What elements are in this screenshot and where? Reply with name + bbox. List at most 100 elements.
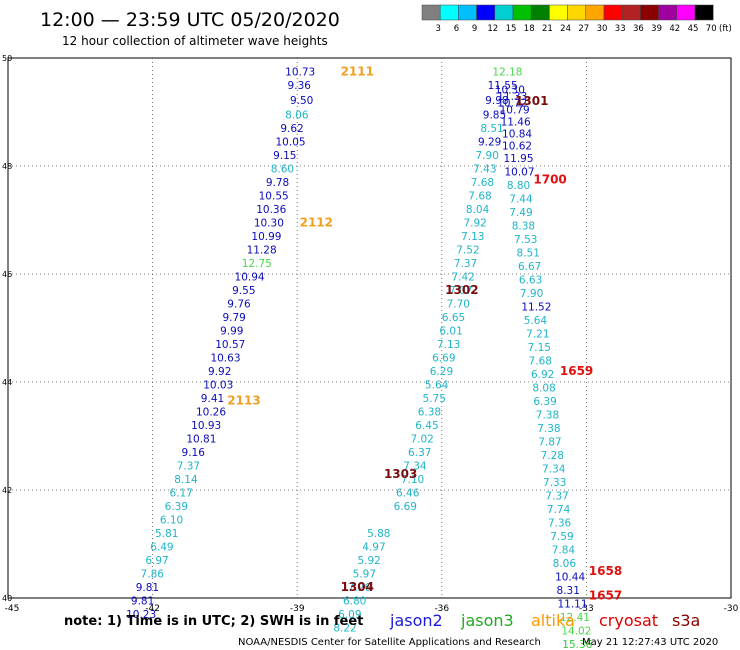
- wave-height-value: 10.72: [497, 97, 527, 109]
- legend-swatch: [676, 4, 696, 21]
- satellite-name: altika: [531, 611, 575, 630]
- satellite-name: jason3: [460, 611, 514, 630]
- wave-height-value: 10.30: [495, 84, 525, 96]
- legend-label: 33: [615, 24, 626, 34]
- wave-height-value: 9.78: [266, 177, 289, 189]
- wave-height-value: 9.81: [131, 596, 154, 608]
- x-tick-label: -39: [290, 604, 305, 614]
- wave-height-value: 6.69: [432, 353, 455, 365]
- satellite-legend: jason2 jason3 altika cryosat s3a: [389, 611, 700, 630]
- wave-height-value: 7.36: [548, 517, 572, 529]
- legend-swatch: [494, 4, 514, 21]
- color-scale-legend: 3 6 9 12 15 18 21 24 27 30 33 36 39 42 45 70 (ft): [421, 4, 732, 34]
- wave-height-value: 6.09: [338, 609, 361, 621]
- wave-height-value: 6.49: [150, 542, 173, 554]
- wave-height-value: 7.21: [526, 328, 549, 340]
- wave-height-value: 10.36: [256, 204, 286, 216]
- wave-height-value: 6.67: [518, 261, 541, 273]
- wave-height-value: 7.74: [547, 504, 571, 516]
- wave-height-value: 6.80: [343, 596, 366, 608]
- x-tick-label: -45: [5, 604, 20, 614]
- wave-height-value: 7.84: [552, 544, 576, 556]
- wave-height-value: 9.41: [201, 393, 224, 405]
- wave-height-value: 7.37: [177, 461, 200, 473]
- x-tick-label: -30: [724, 604, 739, 614]
- time-label: 1303: [384, 467, 417, 481]
- note-text: note: 1) Time is in UTC; 2) SWH is in fe…: [64, 614, 363, 629]
- wave-height-value: 5.64: [524, 315, 548, 327]
- wave-height-value: 6.39: [533, 396, 556, 408]
- wave-height-value: 6.63: [519, 274, 542, 286]
- wave-height-value: 10.23: [126, 609, 156, 621]
- time-label: 1304: [341, 580, 374, 594]
- wave-height-value: 12.41: [560, 612, 590, 624]
- time-label: 2112: [300, 216, 333, 230]
- wave-height-value: 6.45: [415, 420, 438, 432]
- legend-swatch: [439, 4, 459, 21]
- y-tick-label: 44: [2, 378, 12, 387]
- wave-height-value: 8.80: [507, 180, 530, 192]
- axis-ticks: -45 -42 -39 -36 -33 -30 40 42 44 46 48 50: [2, 54, 739, 614]
- time-label: 1700: [533, 173, 566, 187]
- wave-height-value: 5.97: [353, 569, 376, 581]
- wave-height-value: 11.28: [247, 245, 277, 257]
- wave-height-value: 6.29: [430, 366, 453, 378]
- wave-height-value: 6.97: [145, 555, 168, 567]
- wave-height-value: 10.62: [502, 140, 532, 152]
- legend-label: 9: [472, 24, 477, 34]
- wave-height-value: 7.68: [471, 177, 494, 189]
- footer-org: NOAA/NESDIS Center for Satellite Applica…: [238, 637, 541, 648]
- wave-height-value: 10.73: [285, 67, 315, 79]
- wave-height-value: 7.87: [538, 436, 561, 448]
- wave-height-value: 7.13: [461, 231, 484, 243]
- wave-height-value: 10.63: [210, 353, 240, 365]
- wave-height-value: 7.02: [410, 434, 433, 446]
- wave-height-value: 7.43: [473, 164, 496, 176]
- time-labels: 2111 2112 2113 1301 1302 1303 1304 1700 1659 1658…: [227, 65, 622, 603]
- wave-height-value: 8.31: [557, 585, 580, 597]
- wave-height-value: 11.55: [488, 80, 518, 92]
- wave-height-value: 7.38: [537, 423, 560, 435]
- legend-swatch: [585, 4, 605, 21]
- wave-height-value: 9.99: [220, 326, 243, 338]
- legend-label: 45: [688, 24, 699, 34]
- y-tick-label: 48: [2, 162, 12, 171]
- wave-height-value: 10.03: [203, 380, 233, 392]
- legend-label: 24: [560, 24, 571, 34]
- chart-title: 12:00 — 23:59 UTC 05/20/2020: [40, 9, 340, 31]
- wave-height-value: 7.34: [542, 463, 566, 475]
- wave-height-value: 11.95: [503, 153, 533, 165]
- wave-height-value: 7.52: [456, 245, 479, 257]
- legend-label: 36: [633, 24, 644, 34]
- time-label: 1659: [560, 364, 593, 378]
- wave-height-value: 10.81: [186, 434, 216, 446]
- wave-height-value: 10.84: [502, 129, 532, 141]
- legend-swatch: [603, 4, 623, 21]
- legend-label: 27: [578, 24, 589, 34]
- wave-height-value: 8.04: [466, 204, 490, 216]
- wave-height-value: 9.98: [485, 95, 508, 107]
- wave-height-value: 6.69: [394, 501, 417, 513]
- legend-swatch: [458, 4, 477, 21]
- wave-height-value: 7.42: [451, 272, 474, 284]
- legend-label: 39: [651, 24, 662, 34]
- wave-height-value: 5.88: [367, 528, 390, 540]
- wave-height-value: 5.64: [425, 380, 449, 392]
- wave-height-value: 7.44: [509, 193, 533, 205]
- wave-height-value: 6.10: [160, 515, 183, 527]
- wave-height-value: 8.14: [174, 474, 198, 486]
- wave-height-value: 9.62: [280, 123, 303, 135]
- wave-height-value: 8.08: [532, 382, 555, 394]
- legend-label: 21: [542, 24, 553, 34]
- legend-swatch: [549, 4, 568, 21]
- wave-height-value: 7.92: [463, 218, 486, 230]
- wave-height-value: 8.38: [512, 220, 535, 232]
- wave-height-value: 6.38: [418, 407, 441, 419]
- legend-swatch: [476, 4, 496, 21]
- time-label: 1302: [445, 283, 478, 297]
- wave-height-value: 8.51: [480, 123, 503, 135]
- wave-height-value: 9.79: [222, 312, 245, 324]
- wave-height-value: 7.68: [468, 191, 491, 203]
- wave-height-value: 9.92: [208, 366, 231, 378]
